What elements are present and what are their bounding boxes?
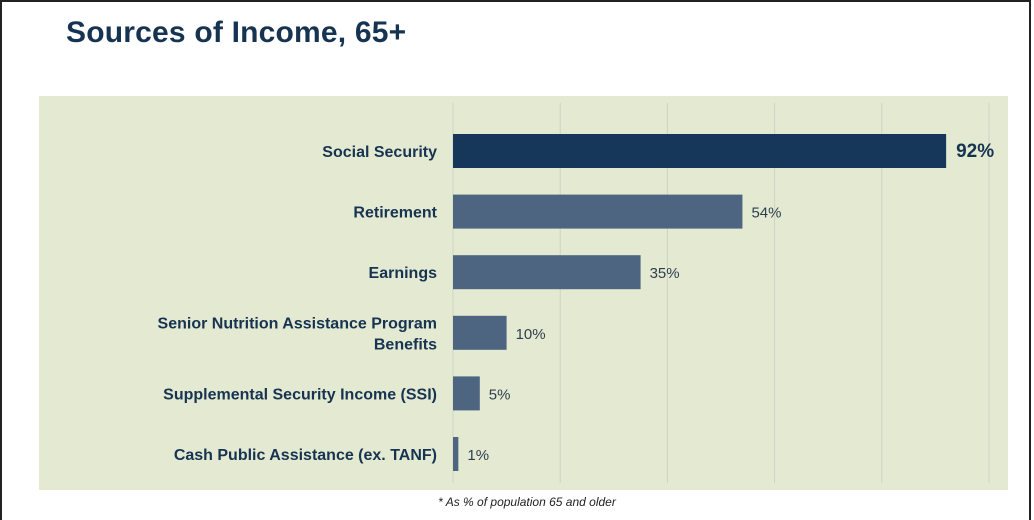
footnote: * As % of population 65 and older bbox=[438, 495, 616, 509]
data-label: 35% bbox=[650, 265, 680, 282]
bar bbox=[453, 134, 947, 168]
bar bbox=[453, 194, 743, 229]
data-label: 1% bbox=[467, 447, 489, 464]
data-label: 10% bbox=[516, 326, 546, 343]
bar bbox=[453, 255, 641, 290]
category-label: Retirement bbox=[353, 205, 437, 222]
bar bbox=[453, 437, 459, 471]
data-label: 5% bbox=[489, 386, 511, 403]
category-label: Senior Nutrition Assistance Program bbox=[158, 315, 437, 332]
category-label: Benefits bbox=[374, 336, 437, 353]
chart-title: Sources of Income, 65+ bbox=[66, 16, 407, 49]
category-label: Supplemental Security Income (SSI) bbox=[163, 386, 437, 403]
bar bbox=[453, 376, 480, 411]
data-label: 54% bbox=[751, 205, 781, 222]
data-label: 92% bbox=[956, 141, 994, 162]
category-label: Social Security bbox=[322, 144, 437, 161]
bar bbox=[453, 315, 507, 350]
category-label: Earnings bbox=[369, 265, 438, 282]
category-label: Cash Public Assistance (ex. TANF) bbox=[174, 447, 437, 464]
